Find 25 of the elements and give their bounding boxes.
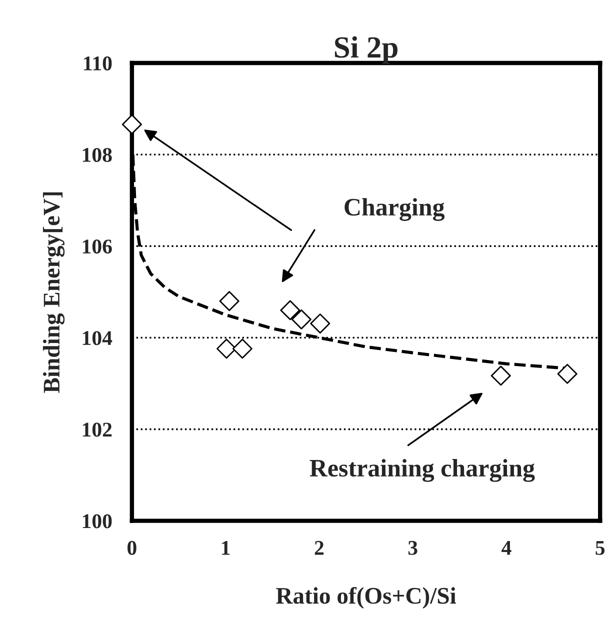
point	[280, 300, 300, 320]
point	[557, 364, 578, 384]
point	[122, 114, 142, 134]
y-tick-label: 110	[84, 56, 112, 70]
x-tick-label: 0	[128, 540, 136, 555]
point	[219, 291, 240, 312]
x-axis-title: Ratio of(Os+C)/Si	[276, 586, 456, 609]
x-tick-label: 4	[502, 541, 512, 555]
y-axis-title: Binding Energy[eV]	[42, 192, 65, 393]
point	[291, 309, 312, 330]
y-tick-label: 106	[82, 240, 112, 254]
y-tick-label: 108	[82, 148, 112, 162]
point	[232, 338, 252, 359]
y-tick-label: 104	[82, 331, 112, 346]
x-tick-label: 1	[222, 540, 230, 555]
point	[490, 366, 511, 386]
point	[310, 314, 330, 334]
x-tick-label: 3	[408, 540, 418, 555]
y-tick-label: 102	[82, 422, 112, 437]
x-tick-label: 2	[314, 540, 324, 555]
annotation: Restraining charging	[310, 459, 535, 482]
chart-title: Si 2p	[334, 36, 398, 64]
y-tick-label: 100	[82, 514, 112, 528]
x-tick-label: 5	[596, 541, 605, 555]
annotation: Charging	[344, 198, 445, 221]
